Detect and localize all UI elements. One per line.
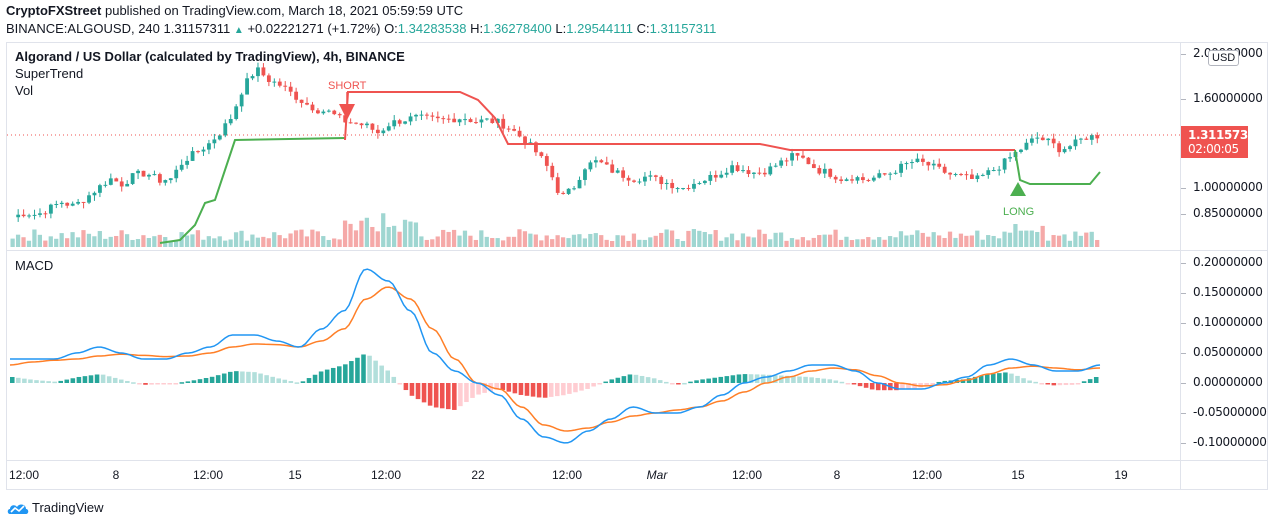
price-axis-label: 1.00000000 — [1193, 180, 1263, 194]
high-value: 1.36278400 — [483, 21, 552, 36]
open-label: O: — [384, 21, 398, 36]
macd-tick — [1181, 353, 1186, 354]
pane-divider[interactable] — [6, 250, 1268, 251]
macd-tick — [1181, 263, 1186, 264]
brand-name: TradingView — [32, 500, 104, 515]
low-value: 1.29544111 — [566, 21, 634, 36]
price-axis-label: 0.85000000 — [1193, 206, 1263, 220]
publisher-name[interactable]: CryptoFXStreet — [6, 3, 102, 18]
price-axis-divider — [1180, 42, 1181, 490]
current-price-tag: 1.31157311 02:00:05 — [1181, 126, 1264, 158]
macd-axis-label: 0.15000000 — [1193, 285, 1263, 299]
macd-axis-label: 0.00000000 — [1193, 375, 1263, 389]
chart-frame — [6, 42, 1268, 490]
time-axis-divider — [6, 460, 1268, 461]
macd-axis-label: 0.05000000 — [1193, 345, 1263, 359]
macd-title[interactable]: MACD — [15, 258, 54, 273]
up-triangle-icon: ▲ — [233, 25, 244, 36]
current-price-value: 1.31157311 — [1188, 128, 1264, 142]
time-axis-label: 12:00 — [551, 468, 583, 482]
bar-countdown: 02:00:05 — [1188, 142, 1239, 156]
main-pane-legend: Algorand / US Dollar (calculated by Trad… — [15, 49, 405, 98]
macd-axis-label: -0.10000000 — [1193, 435, 1267, 449]
chart-title: Algorand / US Dollar (calculated by Trad… — [15, 49, 405, 64]
macd-tick — [1181, 443, 1186, 444]
indicator-volume[interactable]: Vol — [15, 83, 34, 98]
low-label: L: — [555, 21, 567, 36]
macd-tick — [1181, 323, 1186, 324]
time-axis-label: 8 — [112, 468, 120, 482]
time-axis-label: 19 — [1114, 468, 1128, 482]
indicator-supertrend[interactable]: SuperTrend — [15, 66, 84, 81]
time-axis-label: Mar — [646, 468, 668, 482]
price-tick — [1181, 99, 1186, 100]
macd-axis-label: -0.05000000 — [1193, 405, 1267, 419]
symbol-name: BINANCE:ALGOUSD, 240 — [6, 21, 160, 36]
close-label: C: — [636, 21, 650, 36]
time-axis-label: 12:00 — [192, 468, 224, 482]
close-value: 1.31157311 — [649, 21, 717, 36]
publish-info: CryptoFXStreet published on TradingView.… — [6, 3, 463, 18]
price-tick — [1181, 188, 1186, 189]
last-price: 1.31157311 — [163, 21, 231, 36]
time-axis-label: 15 — [288, 468, 302, 482]
time-axis-label: 12:00 — [370, 468, 402, 482]
macd-tick — [1181, 383, 1186, 384]
symbol-info: BINANCE:ALGOUSD, 240 1.31157311 ▲ +0.022… — [6, 21, 716, 36]
price-change: +0.02221271 (+1.72%) — [247, 21, 381, 36]
time-axis-label: 12:00 — [731, 468, 763, 482]
macd-tick — [1181, 293, 1186, 294]
time-axis-label: 8 — [833, 468, 841, 482]
macd-legend: MACD — [15, 258, 53, 273]
time-axis-label: 12:00 — [911, 468, 943, 482]
time-axis-label: 22 — [471, 468, 485, 482]
short-signal-label: SHORT — [328, 80, 367, 92]
open-value: 1.34283538 — [397, 21, 467, 36]
price-tick — [1181, 214, 1186, 215]
high-label: H: — [470, 21, 484, 36]
tradingview-logo[interactable]: TradingView — [7, 500, 104, 515]
currency-button[interactable]: USD — [1208, 50, 1240, 66]
tradingview-cloud-icon — [7, 504, 29, 514]
long-signal-label: LONG — [1003, 206, 1035, 218]
macd-axis-label: 0.10000000 — [1193, 315, 1263, 329]
price-axis-label: 1.60000000 — [1193, 91, 1263, 105]
macd-tick — [1181, 413, 1186, 414]
macd-axis-label: 0.20000000 — [1193, 255, 1263, 269]
price-tick — [1181, 54, 1186, 55]
time-axis-label: 15 — [1011, 468, 1025, 482]
published-text: published on TradingView.com, March 18, … — [104, 3, 464, 18]
time-axis-label: 12:00 — [8, 468, 40, 482]
